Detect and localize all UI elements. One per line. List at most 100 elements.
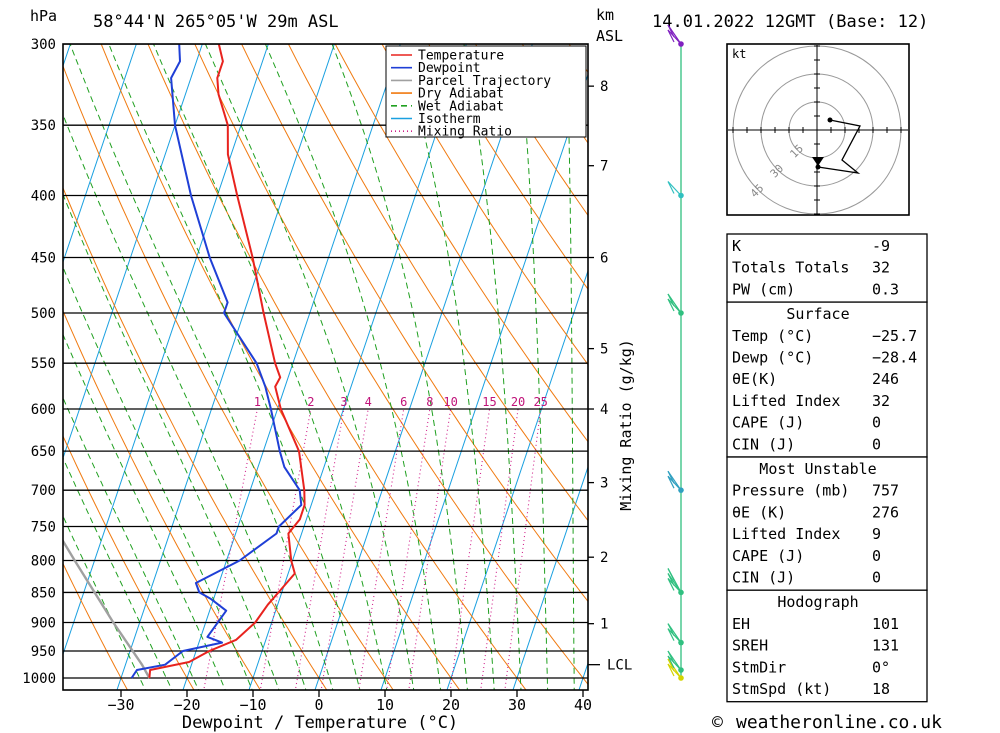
- index-row-label: Lifted Index: [732, 392, 840, 410]
- index-row-value: -9: [872, 237, 890, 255]
- mixing-ratio-label: 25: [533, 395, 547, 409]
- wind-barb: [667, 573, 675, 586]
- mixing-ratio-line: [408, 408, 452, 690]
- km-tick-label: 7: [600, 159, 608, 175]
- wet-adiabat-line: [204, 44, 415, 690]
- wind-barb: [667, 650, 675, 664]
- isotherm-line: [512, 465, 588, 690]
- x-tick-label: 10: [376, 696, 394, 714]
- index-table-title: Most Unstable: [759, 460, 876, 478]
- index-row-label: CIN (J): [732, 569, 795, 587]
- x-axis-title: Dewpoint / Temperature (°C): [182, 713, 458, 733]
- km-tick-label: 6: [600, 251, 608, 267]
- dry-adiabat-line: [287, 44, 588, 522]
- mixing-ratio-label: 8: [426, 395, 433, 409]
- wind-barb: [667, 578, 675, 591]
- pressure-tick-label: 600: [31, 402, 56, 418]
- mixing-ratio-line: [358, 408, 405, 690]
- index-row-label: CAPE (J): [732, 414, 804, 432]
- isotherm-line: [63, 44, 269, 656]
- dry-adiabat-line: [428, 44, 588, 290]
- pressure-tick-label: 850: [31, 585, 56, 601]
- pressure-tick-label: 400: [31, 188, 56, 204]
- isotherm-line: [0, 8, 17, 704]
- mixing-ratio-axis-title: Mixing Ratio (g/kg): [617, 339, 635, 511]
- asl-label: ASL: [596, 27, 623, 45]
- wind-barb: [667, 293, 675, 307]
- index-row-label: K: [732, 237, 741, 255]
- hodograph-trace: [817, 119, 861, 174]
- wind-barb: [667, 663, 675, 677]
- wet-adiabat-line: [108, 44, 361, 690]
- mixing-ratio-lines: [203, 408, 542, 690]
- dewpoint-line: [130, 44, 303, 679]
- dry-adiabat-line: [63, 562, 129, 690]
- wind-barb: [667, 29, 675, 43]
- mixing-ratio-label: 3: [340, 395, 347, 409]
- km-tick-label: 3: [600, 476, 608, 492]
- index-row-value: 101: [872, 615, 899, 633]
- isotherm-line: [116, 44, 335, 690]
- x-tick-label: 40: [574, 696, 592, 714]
- temperature-line: [148, 44, 306, 679]
- mixing-ratio-line: [320, 408, 369, 690]
- location-title: 58°44'N 265°05'W 29m ASL: [93, 12, 339, 32]
- pressure-tick-label: 700: [31, 483, 56, 499]
- index-row-value: −28.4: [872, 349, 917, 367]
- index-row-label: CIN (J): [732, 435, 795, 453]
- x-tick-label: −30: [107, 696, 134, 714]
- wet-adiabat-line: [566, 44, 575, 690]
- wet-adiabat-line: [63, 266, 253, 690]
- mixing-ratio-label: 6: [400, 395, 407, 409]
- legend-entry-label: Temperature: [418, 49, 504, 64]
- wet-adiabat-line: [63, 456, 173, 690]
- legend-entry-label: Wet Adiabat: [418, 99, 504, 114]
- x-tick-label: −10: [239, 696, 266, 714]
- x-tick-label: 0: [314, 696, 323, 714]
- pressure-tick-label: 800: [31, 553, 56, 569]
- wind-profile: [667, 24, 684, 681]
- wet-adiabat-line: [152, 44, 388, 690]
- wet-adiabat-line: [63, 193, 280, 690]
- km-tick-label: 1: [600, 617, 608, 633]
- pressure-tick-label: 300: [31, 37, 56, 53]
- index-row-label: Totals Totals: [732, 259, 849, 277]
- wet-adiabat-line: [63, 113, 307, 690]
- isotherm-line: [182, 44, 401, 690]
- index-row-value: 246: [872, 370, 899, 388]
- wet-adiabat-line: [264, 44, 442, 690]
- index-row-value: 131: [872, 637, 899, 655]
- index-row-value: 18: [872, 680, 890, 698]
- pressure-tick-label: 650: [31, 444, 56, 460]
- footer-site[interactable]: weatheronline.co.uk: [736, 712, 942, 733]
- index-row-value: 0°: [872, 658, 890, 676]
- index-table-title: Surface: [786, 305, 849, 323]
- index-table-block: [726, 589, 928, 703]
- pressure-tick-label: 900: [31, 616, 56, 632]
- legend-entry-label: Isotherm: [418, 112, 481, 127]
- mixing-ratio-line: [504, 408, 542, 690]
- wind-barb: [667, 181, 682, 196]
- mixing-ratio-line: [449, 408, 491, 690]
- index-row-value: 757: [872, 482, 899, 500]
- mixing-ratio-line: [294, 408, 345, 690]
- hodograph-point: [827, 117, 833, 123]
- wind-barb: [667, 24, 675, 38]
- mixing-ratio-labels: 1 2 3 4 6 8 10 15 20 25: [254, 395, 548, 409]
- wet-adiabat-line: [63, 396, 200, 690]
- index-row-value: −25.7: [872, 327, 917, 345]
- wind-barb: [667, 658, 675, 672]
- lcl-label: LCL: [607, 658, 632, 674]
- dry-adiabat-line: [194, 44, 588, 686]
- wet-adiabat-line: [518, 44, 549, 690]
- index-row-label: CAPE (J): [732, 547, 804, 565]
- copyright-icon: ©: [712, 712, 723, 733]
- pressure-tick-label: 550: [31, 356, 56, 372]
- index-row-value: 0: [872, 569, 881, 587]
- index-row-value: 9: [872, 525, 881, 543]
- plot-frame: [62, 43, 589, 691]
- wind-barb: [667, 298, 675, 312]
- pressure-tick-label: 1000: [22, 671, 56, 687]
- mixing-ratio-label: 15: [482, 395, 496, 409]
